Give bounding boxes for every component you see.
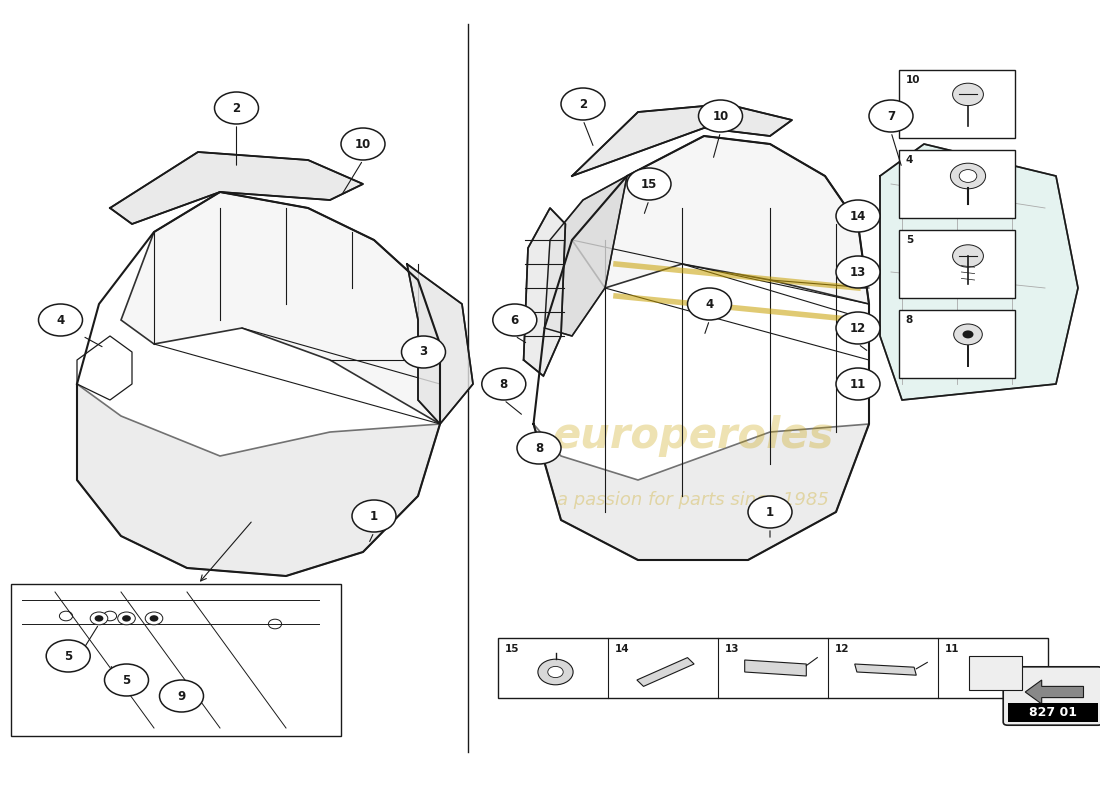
Circle shape xyxy=(688,288,732,320)
Polygon shape xyxy=(637,658,694,686)
Text: 2: 2 xyxy=(232,102,241,114)
Polygon shape xyxy=(745,660,806,676)
Polygon shape xyxy=(1025,680,1084,704)
Circle shape xyxy=(953,245,983,267)
Circle shape xyxy=(482,368,526,400)
FancyBboxPatch shape xyxy=(900,310,1014,378)
FancyBboxPatch shape xyxy=(900,150,1014,218)
Text: 10: 10 xyxy=(906,75,921,85)
Text: 15: 15 xyxy=(641,178,657,190)
Circle shape xyxy=(493,304,537,336)
Text: 8: 8 xyxy=(499,378,508,390)
Text: 6: 6 xyxy=(510,314,519,326)
Polygon shape xyxy=(407,264,473,424)
Polygon shape xyxy=(524,208,565,376)
Circle shape xyxy=(160,680,204,712)
Polygon shape xyxy=(855,664,916,675)
Polygon shape xyxy=(544,176,627,336)
Text: 4: 4 xyxy=(56,314,65,326)
Polygon shape xyxy=(121,192,440,424)
Circle shape xyxy=(95,615,103,622)
Circle shape xyxy=(748,496,792,528)
Circle shape xyxy=(538,659,573,685)
FancyBboxPatch shape xyxy=(1003,666,1100,725)
FancyBboxPatch shape xyxy=(969,656,1022,690)
Text: 1: 1 xyxy=(370,510,378,522)
Circle shape xyxy=(836,200,880,232)
Text: 5: 5 xyxy=(122,674,131,686)
Text: 827 01: 827 01 xyxy=(1028,706,1077,719)
Circle shape xyxy=(122,615,131,622)
FancyBboxPatch shape xyxy=(900,230,1014,298)
Circle shape xyxy=(836,256,880,288)
Polygon shape xyxy=(880,144,1078,400)
Circle shape xyxy=(953,83,983,106)
Text: 5: 5 xyxy=(64,650,73,662)
Text: 11: 11 xyxy=(945,643,959,654)
Text: 8: 8 xyxy=(906,315,913,325)
Text: 3: 3 xyxy=(419,346,428,358)
Circle shape xyxy=(150,615,158,622)
Text: 14: 14 xyxy=(850,210,866,222)
Polygon shape xyxy=(572,104,792,176)
Text: 1: 1 xyxy=(766,506,774,518)
Polygon shape xyxy=(572,136,869,304)
FancyBboxPatch shape xyxy=(1008,703,1098,722)
Text: 14: 14 xyxy=(615,643,629,654)
Circle shape xyxy=(962,330,974,338)
Circle shape xyxy=(836,312,880,344)
Circle shape xyxy=(352,500,396,532)
Text: 10: 10 xyxy=(713,110,728,122)
Text: 13: 13 xyxy=(850,266,866,278)
Circle shape xyxy=(39,304,82,336)
Circle shape xyxy=(627,168,671,200)
Polygon shape xyxy=(534,424,869,560)
Text: 2: 2 xyxy=(579,98,587,110)
Circle shape xyxy=(46,640,90,672)
Polygon shape xyxy=(77,384,440,576)
Circle shape xyxy=(950,163,986,189)
Circle shape xyxy=(836,368,880,400)
Text: 9: 9 xyxy=(177,690,186,702)
Text: 15: 15 xyxy=(505,643,519,654)
Circle shape xyxy=(104,664,148,696)
Circle shape xyxy=(118,612,135,625)
Circle shape xyxy=(561,88,605,120)
Text: 8: 8 xyxy=(535,442,543,454)
Circle shape xyxy=(517,432,561,464)
FancyBboxPatch shape xyxy=(900,70,1014,138)
Text: 11: 11 xyxy=(850,378,866,390)
Text: 12: 12 xyxy=(835,643,849,654)
Text: 13: 13 xyxy=(725,643,739,654)
Circle shape xyxy=(145,612,163,625)
Text: 5: 5 xyxy=(906,235,913,245)
Text: a passion for parts since 1985: a passion for parts since 1985 xyxy=(557,491,829,509)
Circle shape xyxy=(959,170,977,182)
Text: 4: 4 xyxy=(906,154,913,165)
Circle shape xyxy=(869,100,913,132)
Text: 4: 4 xyxy=(705,298,714,310)
Circle shape xyxy=(548,666,563,678)
Text: europeroles: europeroles xyxy=(552,415,834,457)
Circle shape xyxy=(90,612,108,625)
Text: 10: 10 xyxy=(355,138,371,150)
Polygon shape xyxy=(110,152,363,224)
Text: 12: 12 xyxy=(850,322,866,334)
Text: 7: 7 xyxy=(887,110,895,122)
Circle shape xyxy=(954,324,982,345)
Circle shape xyxy=(402,336,446,368)
Circle shape xyxy=(341,128,385,160)
Circle shape xyxy=(214,92,258,124)
Circle shape xyxy=(698,100,742,132)
